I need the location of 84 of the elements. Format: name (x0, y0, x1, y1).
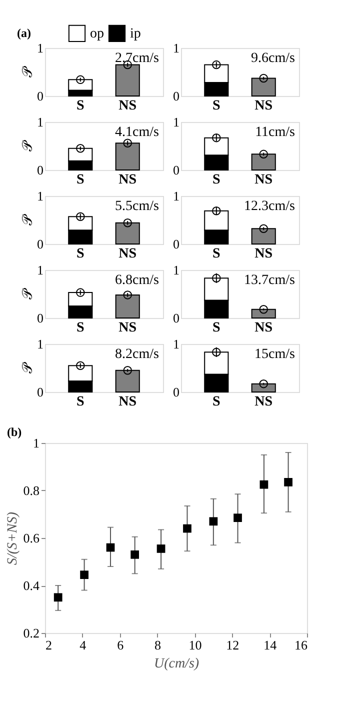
x-tick-label: S (76, 246, 84, 262)
x-tick-label: S (212, 172, 220, 188)
y-tick-label: 0 (173, 236, 180, 252)
text: (a) (17, 26, 31, 40)
y-axis-title: 𝒫 (21, 140, 36, 152)
point (80, 570, 88, 579)
y-tick-label: 0 (173, 88, 180, 104)
point (106, 543, 115, 552)
y-tick-label: 0 (37, 236, 44, 252)
point (130, 550, 140, 559)
y-tick-label: 1 (33, 436, 40, 450)
chart-title: 6.8cm/s (115, 273, 159, 288)
y-tick-label: 1 (173, 40, 180, 56)
x-tick-label: 14 (264, 638, 278, 652)
y-tick-label: 1 (37, 262, 44, 278)
y-tick-label: 1 (37, 336, 44, 352)
x-tick-label: S (76, 394, 84, 410)
y-tick-label: 1 (173, 114, 180, 130)
x-tick-label: 16 (294, 638, 308, 652)
y-tick-label: 0 (173, 384, 180, 400)
x-tick-label: 8 (154, 638, 162, 652)
point (209, 517, 218, 526)
y-tick-label: 1 (173, 262, 180, 278)
point (260, 480, 268, 489)
x-tick-label: NS (118, 394, 137, 410)
x-tick-label: NS (118, 320, 137, 336)
chart-title: 8.2cm/s (115, 347, 159, 362)
y-tick-label: 0 (37, 310, 44, 326)
y-tick-label: 1 (37, 188, 44, 204)
chart-title: 11cm/s (255, 125, 295, 140)
point (156, 544, 166, 553)
point (284, 478, 292, 486)
y-tick-label: 0.4 (23, 578, 40, 593)
chart-title: 13.7cm/s (244, 273, 295, 288)
x-tick-label: NS (118, 98, 137, 114)
y-tick-label: 1 (173, 188, 180, 204)
y-tick-label: 0.6 (23, 530, 40, 546)
x-tick-label: S (212, 98, 220, 114)
legend-label: ip (130, 26, 141, 42)
x-tick-label: 2 (46, 638, 52, 652)
chart-title: 5.5cm/s (115, 199, 159, 214)
y-tick-label: 0 (37, 162, 44, 178)
y-tick-label: 1 (173, 336, 180, 352)
chart-title: 15cm/s (254, 347, 295, 362)
x-tick-label: NS (254, 172, 273, 188)
y-tick-label: 0.8 (23, 483, 40, 498)
y-axis-title: 𝒫 (21, 66, 36, 78)
y-tick-label: 0 (173, 310, 180, 326)
x-tick-label: NS (118, 246, 137, 262)
x-tick-label: NS (254, 320, 273, 336)
y-tick-label: 0.2 (23, 626, 40, 640)
x-tick-label: 4 (80, 638, 87, 652)
x-tick-label: S (76, 172, 84, 188)
point (183, 524, 192, 533)
x-tick-label: 10 (188, 638, 202, 652)
legend-label: op (90, 26, 104, 42)
x-tick-label: S (76, 98, 84, 114)
y-tick-label: 0 (37, 88, 44, 104)
chart-title: 12.3cm/s (244, 199, 295, 214)
x-tick-label: S (212, 320, 220, 336)
y-tick-label: 1 (37, 114, 44, 130)
point (54, 593, 62, 602)
y-axis-title: S/(S+NS) (5, 512, 20, 565)
chart-title: 9.6cm/s (251, 51, 295, 66)
x-tick-label: NS (118, 172, 137, 188)
chart-title: 4.1cm/s (115, 125, 159, 140)
x-tick-label: NS (254, 98, 273, 114)
point (234, 514, 242, 522)
chart-title: 2.7cm/s (115, 51, 159, 66)
y-axis-title: 𝒫 (21, 214, 36, 226)
x-tick-label: 12 (226, 638, 240, 652)
x-tick-label: NS (254, 246, 273, 262)
x-tick-label: S (212, 394, 220, 410)
y-tick-label: 1 (37, 40, 44, 56)
y-axis-title: 𝒫 (21, 288, 36, 300)
x-axis-title: U(cm/s) (154, 656, 200, 672)
text: (b) (7, 425, 22, 439)
y-tick-label: 0 (37, 384, 44, 400)
x-tick-label: 6 (117, 638, 124, 652)
x-tick-label: S (212, 246, 220, 262)
y-axis-title: 𝒫 (21, 362, 36, 374)
x-tick-label: NS (254, 394, 273, 410)
y-tick-label: 0 (173, 162, 180, 178)
x-tick-label: S (76, 320, 84, 336)
